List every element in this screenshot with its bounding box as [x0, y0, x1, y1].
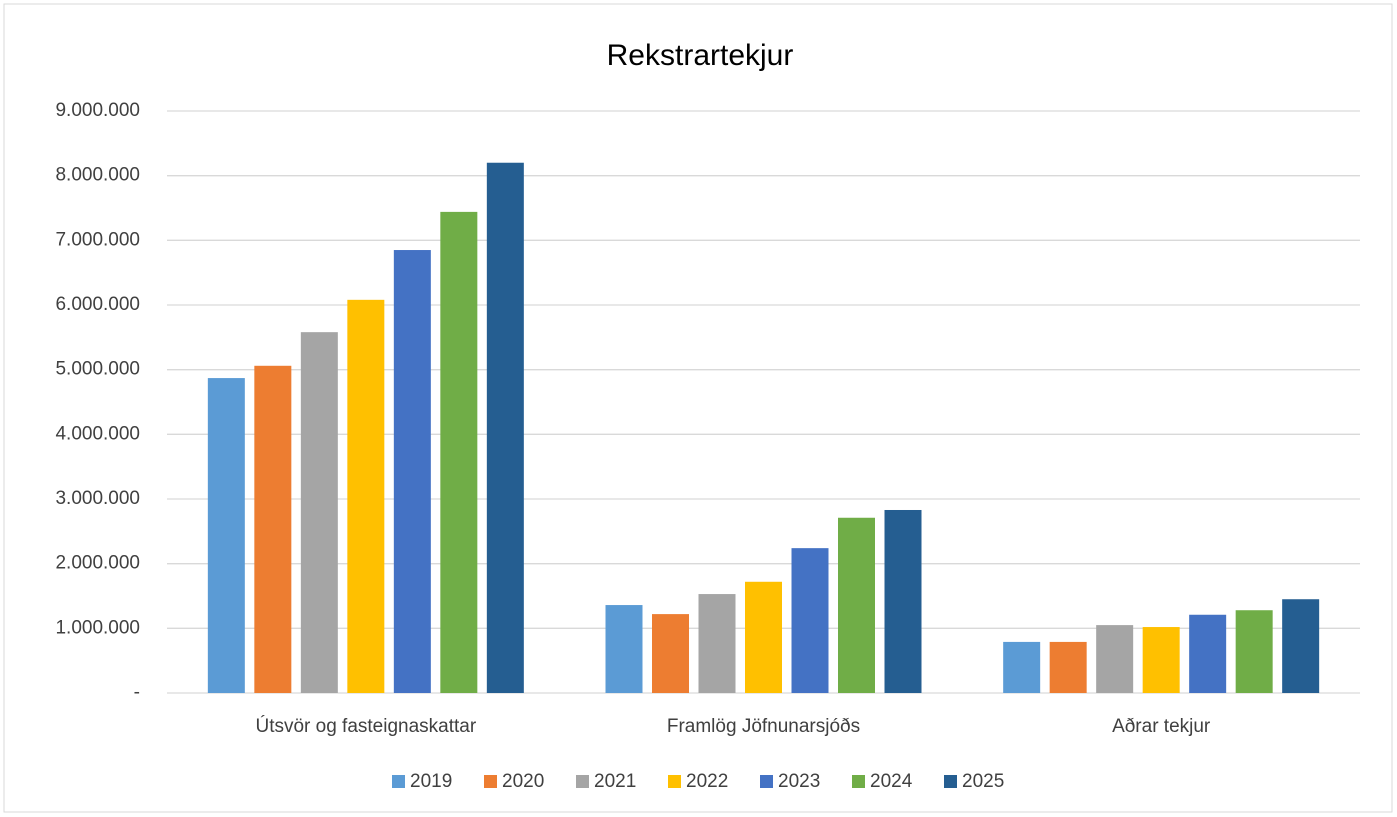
- bar: [1003, 641, 1041, 693]
- y-tick-label: 5.000.000: [55, 359, 140, 380]
- bar: [254, 365, 292, 693]
- bar: [884, 509, 922, 693]
- x-tick-label: Aðrar tekjur: [1112, 716, 1211, 737]
- legend-swatch: [392, 775, 405, 788]
- bar: [440, 211, 478, 693]
- bar: [1282, 599, 1320, 693]
- y-tick-label: 8.000.000: [55, 165, 140, 186]
- legend-label: 2024: [870, 771, 913, 792]
- bar: [300, 332, 338, 693]
- legend-label: 2022: [686, 771, 728, 792]
- y-tick-label: 9.000.000: [55, 100, 140, 121]
- bar: [1142, 627, 1180, 693]
- bar: [1096, 625, 1134, 693]
- bar: [347, 299, 385, 693]
- bar: [698, 594, 736, 693]
- legend-label: 2021: [594, 771, 636, 792]
- legend-swatch: [760, 775, 773, 788]
- y-tick-label: 2.000.000: [55, 553, 140, 574]
- y-tick-label: 7.000.000: [55, 229, 140, 250]
- legend-label: 2025: [962, 771, 1004, 792]
- legend-swatch: [944, 775, 957, 788]
- legend-label: 2023: [778, 771, 820, 792]
- bar: [1235, 610, 1273, 693]
- legend-swatch: [484, 775, 497, 788]
- legend-swatch: [576, 775, 589, 788]
- x-tick-label: Framlög Jöfnunarsjóðs: [667, 716, 860, 737]
- y-tick-label: 1.000.000: [55, 617, 140, 638]
- bar: [1049, 641, 1087, 693]
- bar: [207, 378, 245, 693]
- legend-label: 2019: [410, 771, 452, 792]
- y-tick-label: -: [134, 682, 140, 703]
- bar: [605, 605, 643, 693]
- x-tick-label: Útsvör og fasteignaskattar: [255, 715, 476, 737]
- y-tick-label: 6.000.000: [55, 294, 140, 315]
- bar: [1189, 614, 1227, 693]
- legend-swatch: [852, 775, 865, 788]
- bar: [791, 548, 829, 693]
- y-tick-label: 3.000.000: [55, 488, 140, 509]
- bar: [838, 517, 875, 693]
- bar: [486, 162, 524, 693]
- bar: [745, 581, 782, 693]
- y-tick-label: 4.000.000: [55, 423, 140, 444]
- legend-swatch: [668, 775, 681, 788]
- bar: [393, 250, 431, 694]
- bar: [652, 614, 689, 693]
- legend-label: 2020: [502, 771, 544, 792]
- chart-title: Rekstrartekjur: [607, 39, 794, 72]
